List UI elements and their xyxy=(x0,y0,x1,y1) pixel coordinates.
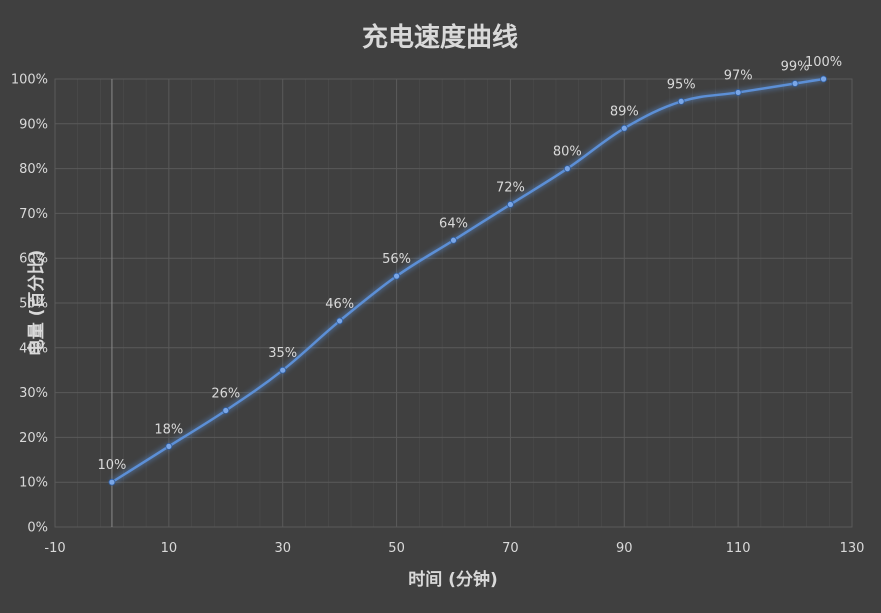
y-tick-label: 40% xyxy=(19,341,48,356)
x-tick-label: 10 xyxy=(161,541,178,556)
data-point xyxy=(279,366,287,374)
data-label: 10% xyxy=(97,458,126,473)
y-tick-label: 80% xyxy=(19,162,48,177)
axis-ticks: -10 10 30 50 70 90 110 130 0% 10% 20% 30% 40% 50% 60% 7… xyxy=(11,73,865,557)
data-point xyxy=(734,89,742,96)
data-label: 18% xyxy=(154,422,183,437)
y-axis-title: 电量 (百分比) xyxy=(26,250,47,356)
series-line xyxy=(111,77,824,484)
data-label: 56% xyxy=(382,252,411,267)
x-tick-label: 70 xyxy=(502,541,519,556)
data-point xyxy=(820,75,827,83)
data-label: 97% xyxy=(724,68,753,83)
x-tick-label: 30 xyxy=(274,541,291,556)
y-tick-label: 30% xyxy=(19,386,48,401)
x-tick-label: 90 xyxy=(616,541,633,556)
y-tick-label: 0% xyxy=(27,521,48,536)
grid-lines xyxy=(54,78,853,528)
data-label: 95% xyxy=(667,77,696,92)
y-tick-label: 90% xyxy=(19,117,48,132)
data-point xyxy=(108,478,116,486)
x-axis-title: 时间 (分钟) xyxy=(408,569,497,590)
y-tick-label: 60% xyxy=(19,252,48,267)
y-tick-label: 70% xyxy=(19,207,48,222)
data-label: 35% xyxy=(268,346,297,361)
data-label: 26% xyxy=(211,387,240,402)
y-tick-label: 10% xyxy=(19,476,48,491)
data-label: 64% xyxy=(439,216,468,231)
data-point xyxy=(393,272,400,280)
data-point xyxy=(336,317,344,325)
x-tick-label: 110 xyxy=(726,541,751,556)
data-point xyxy=(165,442,173,450)
data-label: 46% xyxy=(325,297,354,312)
x-tick-label: -10 xyxy=(44,541,65,556)
data-label: 99% xyxy=(781,59,810,74)
series-group: 10% 18% 26% 35% 46% 56% 64% 72% 80% 89% 95% 97% 99%1… xyxy=(97,55,842,486)
data-label: 80% xyxy=(553,145,582,160)
y-tick-label: 50% xyxy=(19,297,48,312)
x-tick-label: 50 xyxy=(388,541,405,556)
y-tick-label: 20% xyxy=(19,431,48,446)
data-point xyxy=(563,165,571,173)
data-point xyxy=(450,236,457,244)
y-tick-label: 100% xyxy=(11,73,48,88)
data-point xyxy=(677,98,685,105)
chart-title: 充电速度曲线 xyxy=(362,22,518,53)
x-tick-label: 130 xyxy=(840,541,865,556)
data-label: 100% xyxy=(805,55,842,70)
data-point xyxy=(620,124,628,132)
data-point xyxy=(791,80,799,87)
data-label: 72% xyxy=(496,180,525,195)
data-point xyxy=(507,201,514,208)
data-point xyxy=(222,407,230,414)
data-label: 89% xyxy=(610,104,639,119)
